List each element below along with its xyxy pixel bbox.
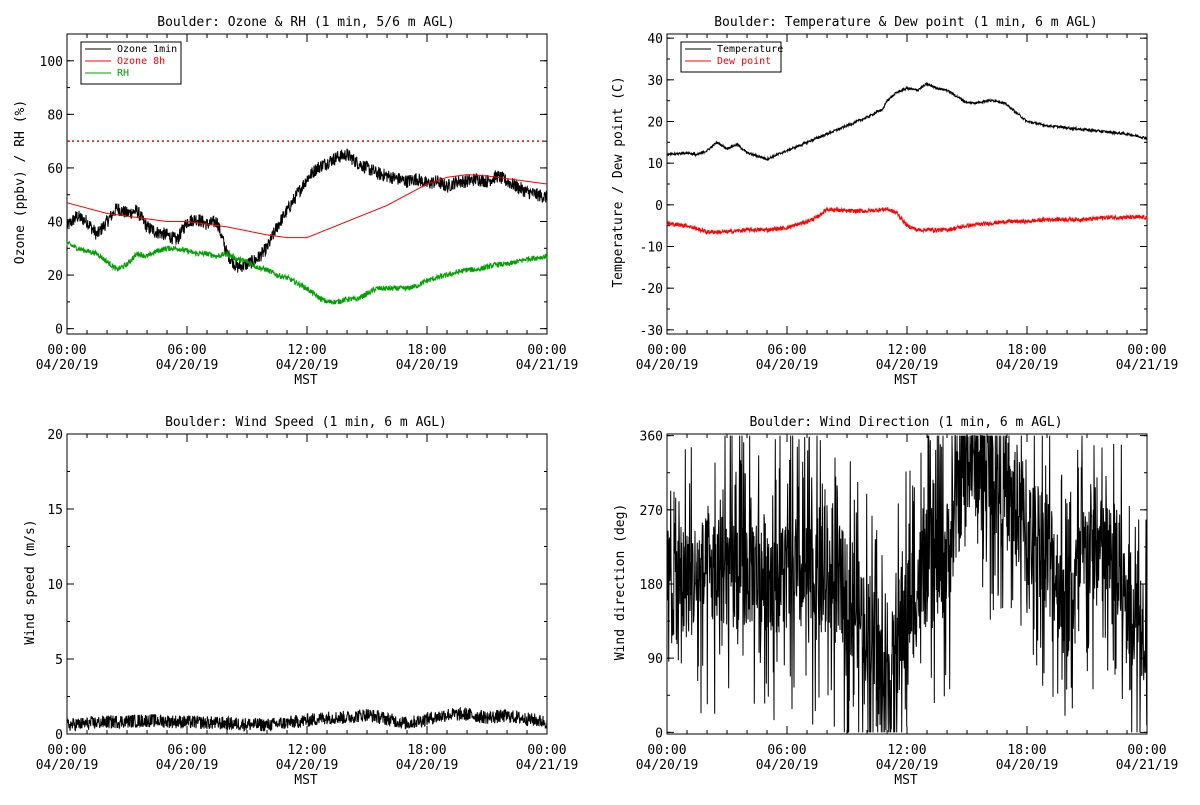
ytick-label: 0 — [55, 323, 63, 338]
legend-label: Temperature — [717, 44, 783, 55]
xtick-label-date: 04/20/19 — [36, 758, 99, 773]
plot-frame — [666, 33, 1148, 335]
xtick-label-date: 04/20/19 — [396, 758, 459, 773]
legend-label: Ozone 1min — [117, 44, 177, 55]
series-line-0-1 — [67, 174, 547, 239]
xtick-label-date: 04/20/19 — [636, 358, 699, 373]
ytick-label: 20 — [47, 428, 63, 443]
plot-frame — [66, 433, 548, 735]
xtick-label-date: 04/20/19 — [756, 758, 819, 773]
ytick-label: 0 — [655, 726, 663, 741]
xtick-label-date: 04/20/19 — [36, 358, 99, 373]
series-line-1-1 — [666, 206, 1148, 236]
series-line-3-0 — [666, 433, 1148, 733]
xtick-label-date: 04/20/19 — [756, 358, 819, 373]
ylabel-ozone-rh: Ozone (ppbv) / RH (%) — [13, 100, 28, 264]
ytick-label: 5 — [55, 653, 63, 668]
xtick-label-time: 12:00 — [287, 743, 326, 758]
xtick-label-time: 00:00 — [527, 343, 566, 358]
panel-title-wind-dir: Boulder: Wind Direction (1 min, 6 m AGL) — [749, 415, 1062, 430]
xlabel-ozone-rh: MST — [294, 373, 318, 388]
xtick-label-time: 12:00 — [887, 343, 926, 358]
xtick-label-date: 04/20/19 — [996, 358, 1059, 373]
ytick-label: 180 — [640, 578, 663, 593]
ytick-label: 10 — [47, 578, 63, 593]
xtick-label-time: 18:00 — [407, 743, 446, 758]
xtick-label-time: 18:00 — [407, 343, 446, 358]
ytick-label: 360 — [640, 430, 663, 445]
xtick-label-date: 04/20/19 — [156, 758, 219, 773]
series-line-2-0 — [66, 706, 548, 732]
ytick-label: 0 — [655, 199, 663, 214]
ytick-label: -10 — [640, 241, 663, 256]
xtick-label-time: 06:00 — [767, 743, 806, 758]
series-line-0-0 — [66, 148, 548, 273]
series-line-0-2 — [66, 240, 548, 305]
ytick-label: 270 — [640, 504, 663, 519]
xtick-label-date: 04/20/19 — [876, 358, 939, 373]
xtick-label-time: 00:00 — [47, 743, 86, 758]
ytick-label: 80 — [47, 108, 63, 123]
legend-label: Ozone 8h — [117, 56, 165, 67]
xtick-label-time: 00:00 — [647, 743, 686, 758]
panel-title-temp-dew: Boulder: Temperature & Dew point (1 min,… — [714, 15, 1098, 30]
xtick-label-time: 12:00 — [887, 743, 926, 758]
xtick-label-time: 18:00 — [1007, 343, 1046, 358]
xtick-label-time: 18:00 — [1007, 743, 1046, 758]
xtick-label-time: 06:00 — [767, 343, 806, 358]
ytick-label: 100 — [40, 55, 63, 70]
xtick-label-date: 04/21/19 — [1116, 758, 1179, 773]
ytick-label: 40 — [647, 32, 663, 47]
ytick-label: 90 — [647, 652, 663, 667]
xtick-label-date: 04/20/19 — [276, 358, 339, 373]
xtick-label-date: 04/20/19 — [396, 358, 459, 373]
xtick-label-time: 00:00 — [1127, 343, 1166, 358]
xlabel-wind-speed: MST — [294, 773, 318, 788]
xtick-label-date: 04/21/19 — [516, 758, 579, 773]
xtick-label-date: 04/21/19 — [516, 358, 579, 373]
ytick-label: 40 — [47, 216, 63, 231]
xlabel-temp-dew: MST — [894, 373, 918, 388]
series-line-1-0 — [666, 82, 1148, 162]
plot-layer: 02040608010000:0004/20/1906:0004/20/1912… — [36, 32, 1179, 773]
ytick-label: -20 — [640, 282, 663, 297]
legend-label: RH — [117, 68, 129, 79]
xtick-label-date: 04/20/19 — [636, 758, 699, 773]
ytick-label: 20 — [47, 269, 63, 284]
xtick-label-time: 00:00 — [1127, 743, 1166, 758]
xtick-label-time: 00:00 — [647, 343, 686, 358]
xtick-label-time: 00:00 — [527, 743, 566, 758]
xlabel-wind-dir: MST — [894, 773, 918, 788]
xtick-label-time: 12:00 — [287, 343, 326, 358]
ylabel-wind-speed: Wind speed (m/s) — [23, 519, 38, 644]
xtick-label-date: 04/21/19 — [1116, 358, 1179, 373]
xtick-label-date: 04/20/19 — [876, 758, 939, 773]
legend-box — [680, 41, 782, 73]
xtick-label-date: 04/20/19 — [996, 758, 1059, 773]
ytick-label: 20 — [647, 116, 663, 131]
panel-title-ozone-rh: Boulder: Ozone & RH (1 min, 5/6 m AGL) — [157, 15, 454, 30]
ylabel-wind-dir: Wind direction (deg) — [613, 504, 628, 661]
legend-label: Dew point — [717, 56, 771, 67]
ytick-label: 30 — [647, 74, 663, 89]
xtick-label-date: 04/20/19 — [276, 758, 339, 773]
panel-title-wind-speed: Boulder: Wind Speed (1 min, 6 m AGL) — [165, 415, 447, 430]
xtick-label-time: 00:00 — [47, 343, 86, 358]
ytick-label: 10 — [647, 157, 663, 172]
xtick-label-date: 04/20/19 — [156, 358, 219, 373]
xtick-label-time: 06:00 — [167, 343, 206, 358]
ylabel-temp-dew: Temperature / Dew point (C) — [611, 76, 626, 287]
ytick-label: 0 — [55, 728, 63, 743]
ytick-label: -30 — [640, 324, 663, 339]
ytick-label: 15 — [47, 503, 63, 518]
xtick-label-time: 06:00 — [167, 743, 206, 758]
ytick-label: 60 — [47, 162, 63, 177]
